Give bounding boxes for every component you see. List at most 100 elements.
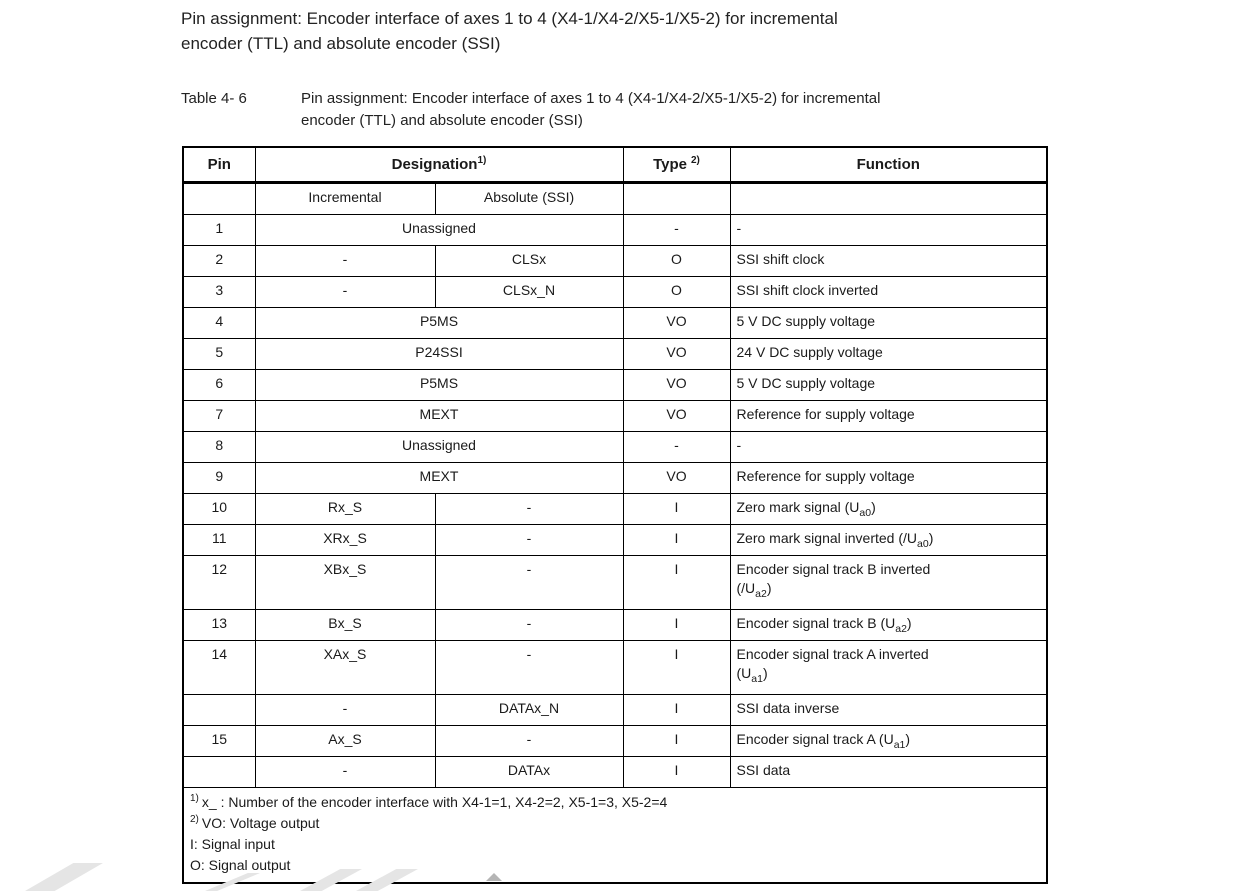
pin-cell: 8 [182,431,256,463]
designation-cell: CLSx_N [434,276,624,308]
subheader-absolute: Absolute (SSI) [434,182,624,215]
type-cell: I [622,555,731,610]
subheader-type-empty [622,182,731,215]
designation-cell: - [434,493,624,525]
designation-cell: - [434,555,624,610]
pin-cell: 5 [182,338,256,370]
type-cell: - [622,431,731,463]
function-cell: SSI shift clock [729,245,1048,277]
table-row: 13 Bx_S - I Encoder signal track B (Ua2) [182,609,1048,641]
type-cell: I [622,725,731,757]
watermark-arrow-icon [486,873,502,881]
designation-cell: P5MS [254,307,624,339]
col-header-type: Type 2) [622,146,731,184]
type-cell: I [622,524,731,556]
pin-cell [182,756,256,788]
table-row: 10 Rx_S - I Zero mark signal (Ua0) [182,493,1048,525]
function-cell: Zero mark signal inverted (/Ua0) [729,524,1048,556]
pin-assignment-table: Pin Designation1) Type 2) Function Increm… [182,146,1048,884]
footnote-line: I: Signal input [190,836,275,852]
pin-cell: 3 [182,276,256,308]
page-title-line-1: Pin assignment: Encoder interface of axe… [181,9,838,28]
function-cell: SSI shift clock inverted [729,276,1048,308]
table-row: 8 Unassigned - - [182,431,1048,463]
table-row: 14 XAx_S - I Encoder signal track A inverted… [182,640,1048,695]
function-cell: Encoder signal track A (Ua1) [729,725,1048,757]
pin-cell: 2 [182,245,256,277]
designation-cell: P24SSI [254,338,624,370]
table-row: 5 P24SSI VO 24 V DC supply voltage [182,338,1048,370]
designation-cell: P5MS [254,369,624,401]
pin-cell: 7 [182,400,256,432]
designation-cell: - [434,609,624,641]
designation-cell: MEXT [254,462,624,494]
type-cell: I [622,756,731,788]
table-row: 2- CLSx O SSI shift clock [182,245,1048,277]
subheader-incremental: Incremental [254,182,436,215]
designation-cell: DATAx [434,756,624,788]
col-header-pin: Pin [182,146,256,184]
pin-cell: 13 [182,609,256,641]
footnote-line: O: Signal output [190,857,291,873]
function-cell: Encoder signal track B inverted (/Ua2) [729,555,1048,610]
pin-cell: 12 [182,555,256,610]
subheader-row: Incremental Absolute (SSI) [182,182,1048,215]
header-row: Pin Designation1) Type 2) Function [182,146,1048,184]
designation-cell: XBx_S [254,555,436,610]
page-title-line-2: encoder (TTL) and absolute encoder (SSI) [181,34,501,53]
table-row: 9 MEXT VO Reference for supply voltage [182,462,1048,494]
type-cell: I [622,609,731,641]
page-title: Pin assignment: Encoder interface of axe… [181,6,838,56]
designation-cell: - [254,694,436,726]
footnote-line: 1) x_ : Number of the encoder interface w… [190,793,668,810]
type-cell: VO [622,369,731,401]
table-caption-line-2: encoder (TTL) and absolute encoder (SSI) [301,112,583,129]
function-cell: SSI data [729,756,1048,788]
type-cell: I [622,640,731,695]
table-row: 1 Unassigned - - [182,214,1048,246]
pin-cell: 4 [182,307,256,339]
table-row: - DATAx I SSI data [182,756,1048,788]
function-cell: 5 V DC supply voltage [729,369,1048,401]
designation-cell: - [254,756,436,788]
function-cell: Encoder signal track B (Ua2) [729,609,1048,641]
function-cell: Reference for supply voltage [729,400,1048,432]
footnote-line: 2) VO: Voltage output [190,814,320,831]
pin-cell: 1 [182,214,256,246]
table-row: 3- CLSx_N O SSI shift clock inverted [182,276,1048,308]
pin-cell: 14 [182,640,256,695]
col-header-designation: Designation1) [254,146,624,184]
designation-cell: Unassigned [254,431,624,463]
footnotes: 1) x_ : Number of the encoder interface w… [182,787,1048,884]
type-footnote-ref: 2) [691,155,700,166]
designation-footnote-ref: 1) [477,155,487,166]
watermark-fragment [25,863,103,891]
designation-cell: XAx_S [254,640,436,695]
table-row: 11 XRx_S - I Zero mark signal inverted (/Ua0… [182,524,1048,556]
function-cell: 5 V DC supply voltage [729,307,1048,339]
type-cell: - [622,214,731,246]
type-cell: O [622,276,731,308]
designation-cell: - [434,640,624,695]
table-row: 12 XBx_S - I Encoder signal track B inverted… [182,555,1048,610]
pin-cell: 15 [182,725,256,757]
pin-cell: 10 [182,493,256,525]
function-cell: Zero mark signal (Ua0) [729,493,1048,525]
function-cell: - [729,214,1048,246]
function-cell: Encoder signal track A inverted (Ua1) [729,640,1048,695]
pin-cell: 11 [182,524,256,556]
function-cell: - [729,431,1048,463]
type-cell: I [622,493,731,525]
designation-cell: MEXT [254,400,624,432]
table-caption-line-1: Pin assignment: Encoder interface of axe… [301,90,881,107]
designation-cell: Rx_S [254,493,436,525]
pin-cell: 9 [182,462,256,494]
designation-cell: DATAx_N [434,694,624,726]
col-header-function: Function [729,146,1048,184]
pin-cell: 6 [182,369,256,401]
table-caption-label: Table 4- 6 [181,90,247,107]
designation-cell: - [434,725,624,757]
pin-cell [182,694,256,726]
function-cell: SSI data inverse [729,694,1048,726]
